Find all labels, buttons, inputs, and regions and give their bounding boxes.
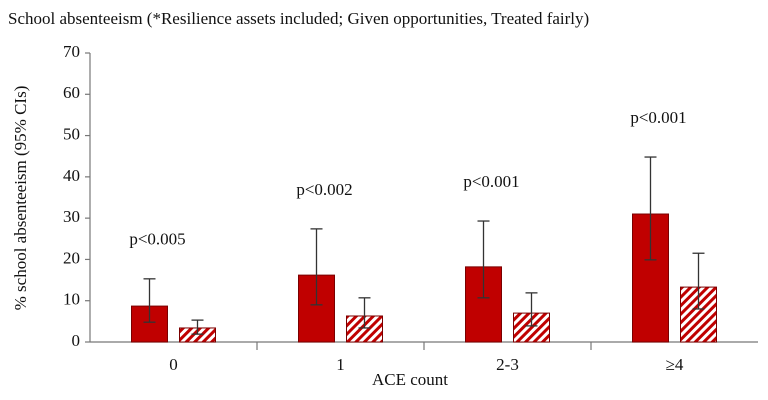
x-tick-label: 2-3 xyxy=(496,355,519,374)
x-tick-label: 0 xyxy=(169,355,178,374)
y-tick-label: 20 xyxy=(63,248,80,267)
y-axis-label: % school absenteeism (95% CIs) xyxy=(11,86,30,311)
y-tick-label: 60 xyxy=(63,83,80,102)
y-tick-label: 40 xyxy=(63,166,80,185)
y-tick-label: 30 xyxy=(63,207,80,226)
p-value-annotation: p<0.001 xyxy=(630,108,686,127)
y-tick-label: 50 xyxy=(63,124,80,143)
p-value-annotation: p<0.005 xyxy=(129,230,185,249)
x-tick-label: 1 xyxy=(336,355,345,374)
y-tick-label: 70 xyxy=(63,42,80,61)
p-value-annotation: p<0.001 xyxy=(463,172,519,191)
x-axis-label: ACE count xyxy=(372,370,448,389)
y-tick-label: 10 xyxy=(63,290,80,309)
y-tick-label: 0 xyxy=(72,331,81,350)
chart-title: School absenteeism (*Resilience assets i… xyxy=(8,9,589,28)
p-value-annotation: p<0.002 xyxy=(296,180,352,199)
bar xyxy=(131,305,168,343)
x-tick-label: ≥4 xyxy=(666,355,684,374)
